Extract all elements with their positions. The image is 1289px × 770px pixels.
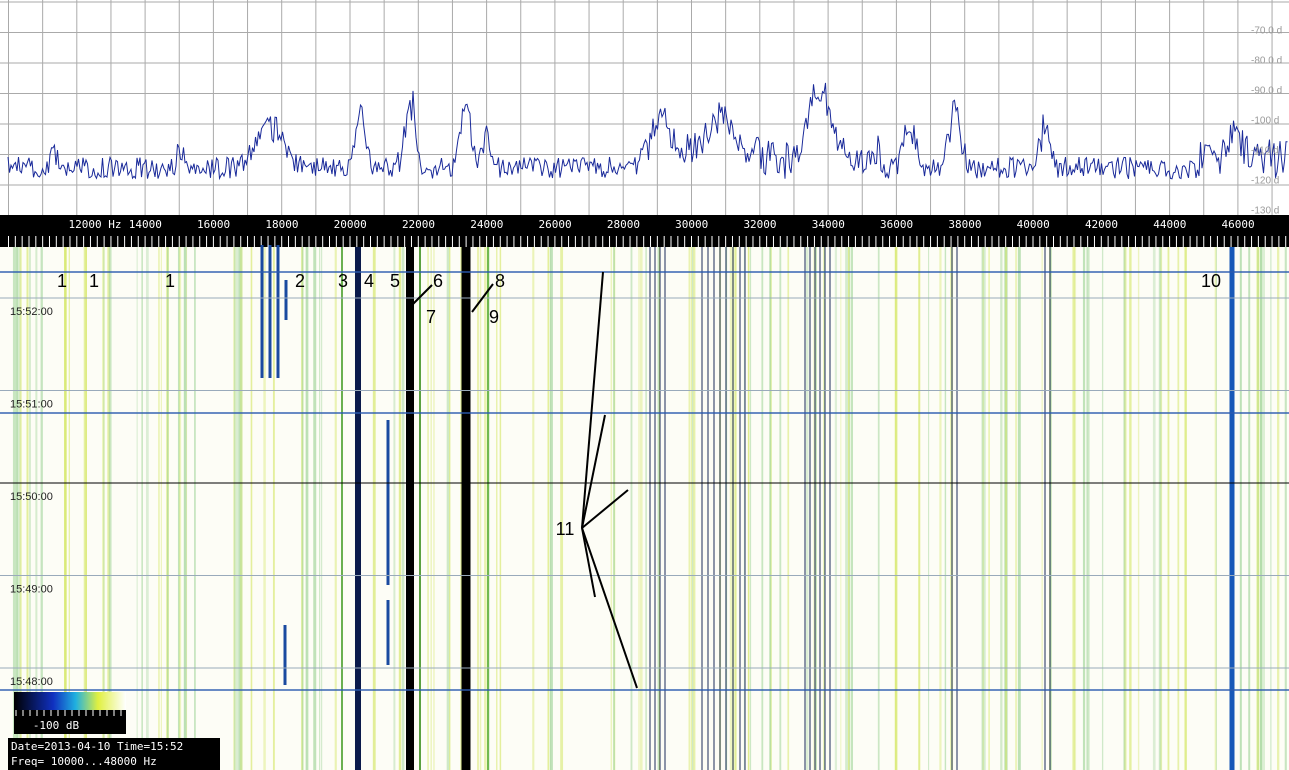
colorbar-label: -100 dB [33, 719, 80, 732]
frequency-label: 26000 [539, 218, 572, 231]
frequency-label: 32000 [743, 218, 776, 231]
waterfall [0, 247, 1289, 770]
frequency-label: 14000 [129, 218, 162, 231]
pointer-line [581, 527, 596, 598]
annotation: 11 [556, 519, 575, 539]
frequency-label: 44000 [1153, 218, 1186, 231]
annotation: 6 [433, 271, 443, 291]
annotation: 8 [495, 271, 505, 291]
spectrum-panel [0, 0, 1289, 215]
db-label: -90.0 d [1251, 86, 1282, 97]
annotation: 3 [338, 271, 348, 291]
colorbar [14, 692, 126, 710]
frequency-label: 12000 Hz [69, 218, 122, 231]
pointer-line [411, 284, 433, 306]
annotation: 9 [489, 307, 499, 327]
pointer-line [581, 414, 606, 529]
spectrum-grid [0, 0, 1289, 215]
frequency-label: 24000 [470, 218, 503, 231]
info-freq: Freq= 10000...48000 Hz [11, 755, 157, 768]
time-label: 15:50:00 [10, 491, 53, 503]
waterfall-lines: 15:52:00 15:51:00 15:50:00 15:49:00 15:48:00 [0, 245, 1289, 770]
frequency-label: 22000 [402, 218, 435, 231]
frequency-label: 18000 [265, 218, 298, 231]
db-label: -130 d [1251, 206, 1279, 217]
frequency-label: 28000 [607, 218, 640, 231]
pointer-line [471, 283, 494, 313]
annotation: 1 [165, 271, 175, 291]
db-label: -120 d [1251, 176, 1279, 187]
time-label: 15:49:00 [10, 583, 53, 595]
frequency-label: 30000 [675, 218, 708, 231]
annotation: 1 [57, 271, 67, 291]
time-label: 15:52:00 [10, 306, 53, 318]
time-label: 15:48:00 [10, 676, 53, 688]
frequency-label: 46000 [1222, 218, 1255, 231]
pointer-line [581, 271, 604, 529]
db-label: -100 d [1251, 116, 1279, 127]
annotation: 4 [364, 271, 374, 291]
db-label: -70.0 d [1251, 26, 1282, 37]
frequency-ticks: 12000 Hz 14000 16000 18000 20000 22000 24000 26… [8, 218, 1287, 247]
frequency-label: 16000 [197, 218, 230, 231]
frequency-label: 38000 [948, 218, 981, 231]
frequency-label: 40000 [1017, 218, 1050, 231]
annotation: 2 [295, 271, 305, 291]
frequency-label: 34000 [812, 218, 845, 231]
db-label: -110 d [1251, 146, 1279, 157]
info-date: Date=2013-04-10 Time=15:52 [11, 740, 183, 753]
db-label: -80.0 d [1251, 56, 1282, 67]
annotation: 7 [426, 307, 436, 327]
frequency-label: 20000 [334, 218, 367, 231]
info-box [8, 738, 220, 770]
frequency-label: 42000 [1085, 218, 1118, 231]
spectrum-trace [7, 82, 1288, 181]
annotation: 5 [390, 271, 400, 291]
pointer-line [581, 527, 638, 689]
annotation: 10 [1201, 271, 1221, 291]
time-label: 15:51:00 [10, 398, 53, 410]
frequency-label: 36000 [880, 218, 913, 231]
pointer-line [581, 489, 629, 529]
annotation: 1 [89, 271, 99, 291]
